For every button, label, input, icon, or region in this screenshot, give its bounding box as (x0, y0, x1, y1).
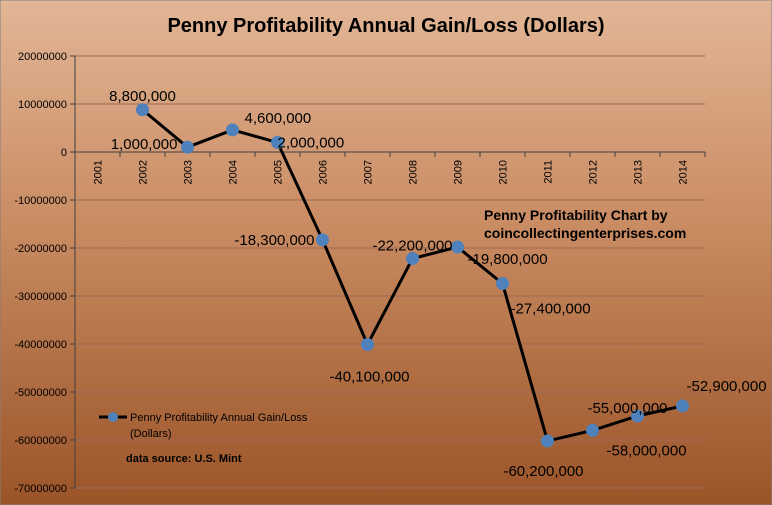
data-label: -18,300,000 (234, 232, 314, 249)
data-point (676, 399, 689, 413)
series-layer (136, 103, 689, 448)
data-point (406, 252, 419, 266)
data-point (361, 337, 374, 351)
annotation-line-2: coincollectingenterprises.com (484, 225, 686, 241)
data-label: 4,600,000 (245, 110, 312, 127)
x-tick-label: 2003 (183, 160, 195, 184)
x-tick-label: 2002 (138, 160, 150, 184)
annotation-line-1: Penny Profitability Chart by (484, 207, 668, 223)
legend-marker-swatch (108, 412, 118, 422)
x-tick-label: 2006 (318, 160, 330, 184)
y-tick-label: -60000000 (14, 435, 67, 447)
data-point (586, 423, 599, 437)
data-point (136, 103, 149, 117)
x-tick-label: 2004 (228, 160, 240, 184)
data-point (541, 434, 554, 448)
data-label: 1,000,000 (111, 136, 178, 153)
data-label: -52,900,000 (687, 378, 767, 395)
legend: Penny Profitability Annual Gain/Loss (Do… (99, 412, 308, 440)
label-layer: 8,800,000 1,000,000 4,600,000 2,000,000 -18,… (109, 88, 766, 480)
x-tick-label: 2008 (408, 160, 420, 184)
data-point (451, 240, 464, 254)
data-label: -27,400,000 (511, 301, 591, 318)
y-tick-label: -50000000 (14, 387, 67, 399)
x-tick-label: 2010 (498, 160, 510, 184)
data-point (181, 140, 194, 154)
legend-label-line-1: Penny Profitability Annual Gain/Loss (130, 412, 308, 424)
x-tick-label: 2007 (363, 160, 375, 184)
data-point (496, 277, 509, 291)
x-tick-label: 2013 (633, 160, 645, 184)
data-label: -60,200,000 (503, 463, 583, 480)
x-tick-label: 2014 (678, 160, 690, 184)
legend-label-line-2: (Dollars) (130, 428, 172, 440)
y-tick-label: -20000000 (14, 243, 67, 255)
data-label: -55,000,000 (587, 400, 667, 417)
x-tick-label: 2005 (273, 160, 285, 184)
data-source-note: data source: U.S. Mint (126, 453, 242, 465)
x-tick-label: 2012 (588, 160, 600, 184)
data-point (631, 409, 644, 423)
data-label: -22,200,000 (372, 238, 452, 255)
data-label: -19,800,000 (468, 251, 548, 268)
x-tick-label: 2009 (453, 160, 465, 184)
data-label: -58,000,000 (607, 442, 687, 459)
y-tick-label: -70000000 (14, 483, 67, 495)
data-label: -40,100,000 (329, 368, 409, 385)
y-tick-label: 20000000 (18, 51, 67, 63)
chart-title: Penny Profitability Annual Gain/Loss (Do… (167, 15, 604, 37)
y-tick-label: -30000000 (14, 291, 67, 303)
x-tick-label: 2011 (543, 160, 555, 184)
axis-layer: 20000000 10000000 0 -10000000 -20000000 -3000… (14, 51, 706, 495)
y-tick-label: -40000000 (14, 339, 67, 351)
data-label: 2,000,000 (278, 134, 345, 151)
x-tick-label: 2001 (93, 160, 105, 184)
y-tick-label: 0 (61, 147, 67, 159)
data-point (226, 123, 239, 137)
data-label: 8,800,000 (109, 88, 176, 105)
y-tick-label: -10000000 (14, 195, 67, 207)
data-point (316, 233, 329, 247)
data-point (271, 135, 284, 149)
y-tick-label: 10000000 (18, 99, 67, 111)
